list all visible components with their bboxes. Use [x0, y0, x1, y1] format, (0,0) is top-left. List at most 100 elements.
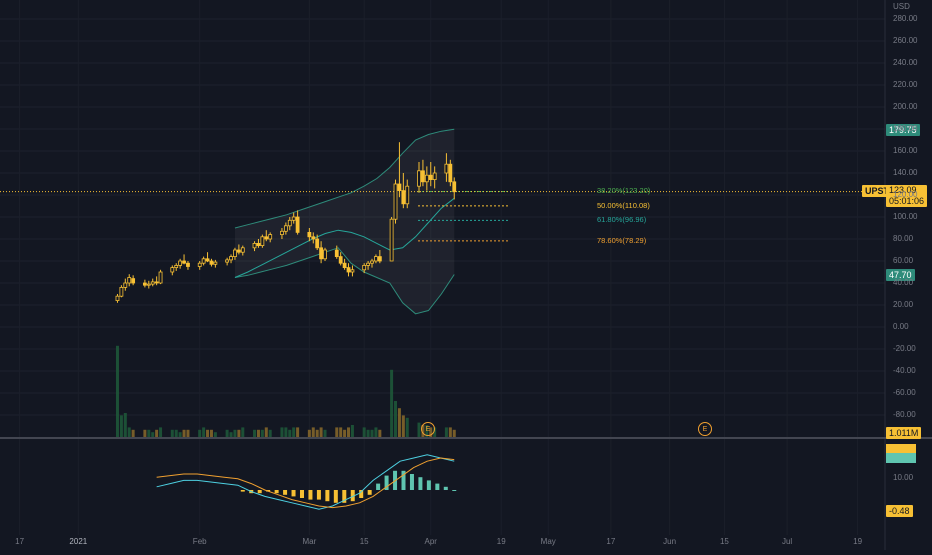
- volume-bar: [198, 429, 202, 437]
- bollinger-middle: [234, 197, 455, 278]
- candle-body: [123, 282, 128, 288]
- x-tick-label: Jun: [663, 537, 677, 546]
- candle-body: [283, 225, 288, 232]
- volume-bar: [448, 427, 452, 437]
- fib-level-label: 38.20%(123.20): [597, 186, 651, 196]
- volume-bar: [397, 408, 401, 437]
- volume-bar: [362, 427, 366, 437]
- candle-body: [197, 262, 202, 267]
- candle-body: [142, 282, 147, 286]
- macd-histogram-bar: [316, 490, 321, 500]
- y-tick-label: -20.00: [893, 344, 916, 353]
- symbol-price-tag: 123.09 05:01:06: [886, 185, 928, 207]
- macd-histogram-bar: [443, 486, 448, 490]
- macd-histogram-bar: [409, 474, 414, 490]
- candle-body: [201, 258, 206, 264]
- volume-bar: [182, 429, 186, 437]
- macd-histogram-bar: [257, 490, 262, 494]
- candle-body: [119, 286, 124, 297]
- candle-body: [158, 271, 163, 284]
- candle-body: [311, 236, 316, 240]
- volume-bar: [131, 429, 135, 437]
- candle-body: [236, 249, 241, 253]
- candle-body: [315, 238, 320, 249]
- earnings-marker[interactable]: E: [421, 422, 435, 436]
- macd-signal-line: [156, 457, 455, 509]
- candle-body: [127, 277, 132, 284]
- candle-body: [291, 216, 296, 221]
- volume-bar: [209, 429, 213, 437]
- volume-bar: [147, 429, 151, 437]
- volume-bar: [170, 429, 174, 437]
- candle-body: [432, 172, 437, 180]
- volume-bar: [233, 429, 237, 437]
- candle-body: [182, 260, 186, 264]
- volume-bar: [174, 429, 178, 437]
- y-tick-label: 40.00: [893, 278, 914, 287]
- volume-bar: [213, 432, 217, 437]
- volume-bar: [178, 432, 182, 437]
- symbol-price: 123.09: [889, 185, 917, 195]
- macd-histogram-bar: [308, 490, 313, 500]
- x-tick-label: 19: [496, 537, 506, 546]
- candle-body: [186, 262, 190, 267]
- volume-bar: [206, 429, 210, 437]
- candle-body: [229, 256, 233, 261]
- candle-body: [338, 256, 343, 264]
- volume-bar: [241, 427, 245, 437]
- volume-bar: [127, 427, 131, 437]
- candle-body: [295, 216, 300, 233]
- y-tick-label: 60.00: [893, 256, 914, 265]
- x-tick-label: 19: [853, 537, 863, 546]
- candle-body: [150, 281, 155, 285]
- candle-body: [256, 242, 261, 246]
- macd-value-tag: -0.48: [886, 505, 913, 517]
- volume-bar: [347, 427, 351, 437]
- macd-line: [156, 454, 455, 510]
- candle-body: [287, 219, 292, 227]
- candle-body: [154, 281, 159, 284]
- volume-bar: [311, 427, 315, 437]
- candle-body: [377, 256, 382, 262]
- volume-bar: [339, 427, 343, 437]
- volume-bar: [323, 429, 327, 437]
- x-tick-label: Apr: [424, 537, 437, 546]
- volume-bar: [202, 427, 206, 437]
- candle-body: [350, 269, 355, 273]
- volume-bar: [374, 427, 378, 437]
- volume-bar: [268, 429, 272, 437]
- volume-bar: [229, 432, 233, 437]
- volume-bar: [307, 429, 311, 437]
- x-tick-label: May: [540, 537, 556, 546]
- y-tick-label: 80.00: [893, 234, 914, 243]
- macd-histogram-bar: [240, 490, 245, 492]
- volume-bar: [366, 429, 370, 437]
- bollinger-lower: [234, 247, 455, 315]
- y-tick-label: -80.00: [893, 410, 916, 419]
- volume-bar: [401, 415, 405, 437]
- macd-histogram-bar: [418, 477, 423, 490]
- x-tick-label: 15: [359, 537, 369, 546]
- symbol-name-tag: UPST: [862, 185, 893, 197]
- volume-bar: [264, 427, 268, 437]
- volume-bar: [350, 425, 354, 437]
- earnings-marker[interactable]: E: [698, 422, 712, 436]
- candle-body: [452, 181, 457, 193]
- candle-body: [268, 234, 273, 240]
- volume-bar: [452, 429, 456, 437]
- x-tick-label: 17: [606, 537, 616, 546]
- candle-body: [448, 163, 453, 183]
- macd-histogram-bar: [350, 490, 355, 502]
- candle-body: [444, 163, 449, 174]
- volume-bar: [284, 427, 288, 437]
- volume-bar: [280, 427, 284, 437]
- volume-bar: [335, 427, 339, 437]
- macd-histogram-bar: [452, 490, 457, 491]
- candle-body: [366, 262, 370, 266]
- candle-body: [334, 249, 339, 257]
- candle-body: [131, 278, 136, 284]
- macd-scale-marker: [886, 444, 916, 453]
- bb-upper-tag: 179.75: [886, 124, 920, 136]
